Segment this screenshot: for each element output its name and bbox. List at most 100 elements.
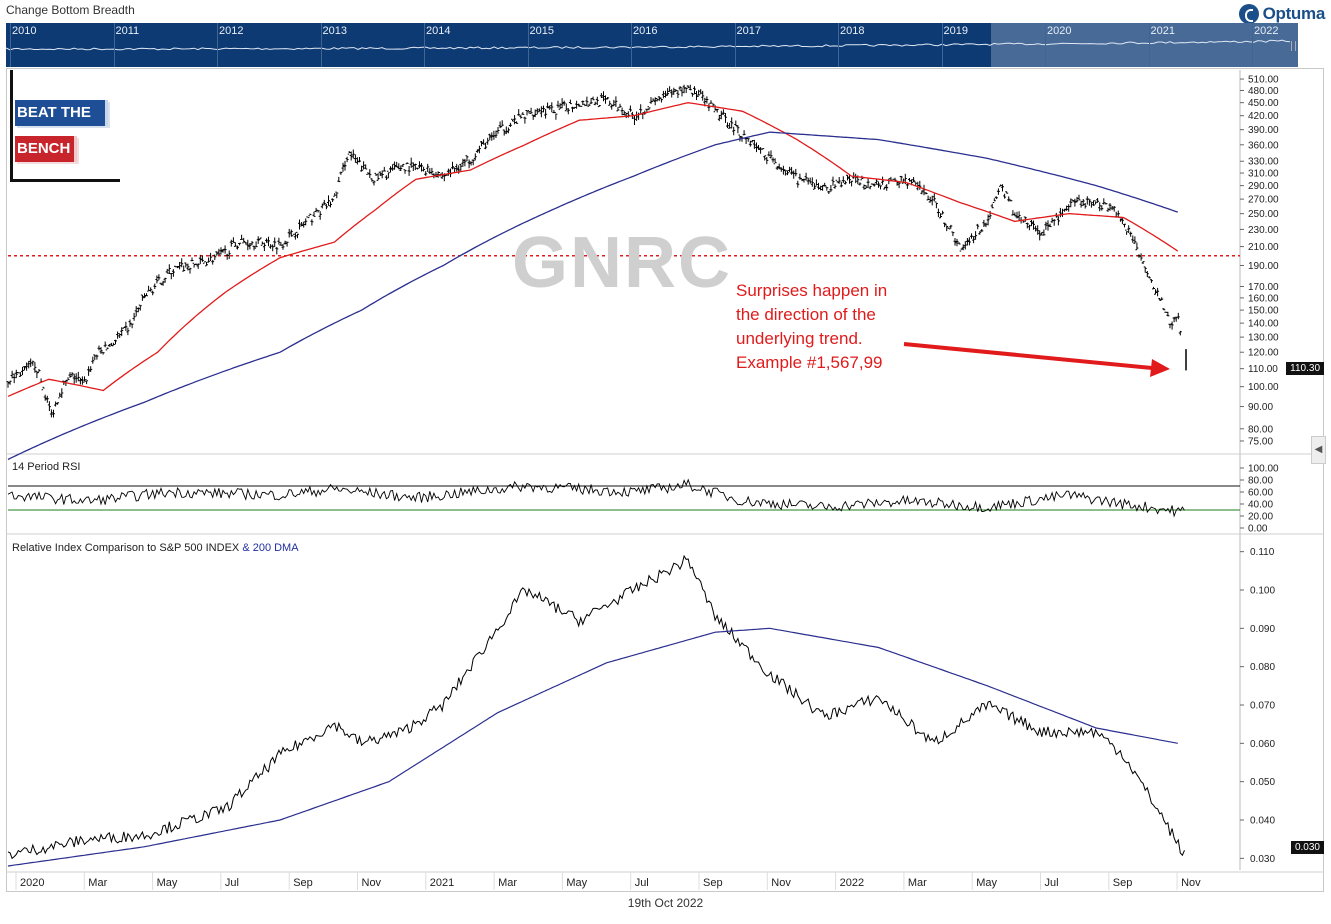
- navigator-year-label[interactable]: 2010: [12, 25, 37, 37]
- x-axis-label: 2020: [20, 877, 44, 889]
- price-tick-label: 450.00: [1248, 98, 1279, 109]
- rsi-tick-label: 80.00: [1248, 476, 1273, 487]
- relative-label-main: Relative Index Comparison to S&P 500 IND…: [12, 542, 240, 554]
- logo-line-2: BENCH: [15, 136, 78, 162]
- price-tick-label: 160.00: [1248, 293, 1279, 304]
- price-tick-label: 290.00: [1248, 181, 1279, 192]
- ohlc-bar-path: [6, 84, 1182, 418]
- navigator-year-label[interactable]: 2017: [736, 25, 761, 37]
- symbol-watermark: GNRC: [512, 223, 732, 303]
- navigator-year-label[interactable]: 2011: [115, 25, 140, 37]
- rsi-tick-label: 60.00: [1248, 488, 1273, 499]
- navigator-year-label[interactable]: 2019: [943, 25, 968, 37]
- navigator-divider: [527, 23, 529, 67]
- price-tick-label: 120.00: [1248, 348, 1279, 359]
- relative-tick-label: 0.100: [1250, 586, 1275, 597]
- beat-the-bench-logo: BEAT THE BENCH: [10, 70, 122, 182]
- price-tick-label: 310.00: [1248, 169, 1279, 180]
- relative-last-value-tag: 0.030: [1290, 841, 1324, 854]
- navigator-year-label[interactable]: 2016: [633, 25, 658, 37]
- navigator-year-label[interactable]: 2021: [1150, 25, 1175, 37]
- navigator-year-label[interactable]: 2018: [840, 25, 865, 37]
- price-tick-label: 390.00: [1248, 125, 1279, 136]
- price-tick-label: 190.00: [1248, 261, 1279, 272]
- x-axis-label: Sep: [293, 877, 313, 889]
- logo-bracket-vertical: [10, 70, 13, 182]
- panel-collapse-button[interactable]: ◀: [1311, 436, 1326, 464]
- x-axis-label: Sep: [703, 877, 723, 889]
- annotation-arrowhead: [1150, 359, 1170, 377]
- rsi-panel-label: 14 Period RSI: [12, 461, 81, 473]
- x-axis-label: 2022: [840, 877, 864, 889]
- navigator-divider: [320, 23, 322, 67]
- x-axis-label: Jul: [1045, 877, 1059, 889]
- x-axis-label: Nov: [1181, 877, 1201, 889]
- price-tick-label: 80.00: [1248, 424, 1273, 435]
- relative-tick-label: 0.030: [1250, 854, 1275, 865]
- x-axis-label: Jul: [225, 877, 239, 889]
- x-axis-label: Nov: [362, 877, 382, 889]
- price-last-value-tag: 110.30: [1286, 362, 1324, 375]
- navigator-year-label[interactable]: 2022: [1254, 25, 1279, 37]
- logo-bracket-horizontal: [10, 179, 120, 182]
- optuma-logo-icon: [1238, 4, 1259, 24]
- navigator-divider: [941, 23, 943, 67]
- navigator-year-label[interactable]: 2020: [1047, 25, 1072, 37]
- price-tick-label: 100.00: [1248, 382, 1279, 393]
- price-tick-label: 140.00: [1248, 319, 1279, 330]
- layout-title: Change Bottom Breadth: [6, 3, 135, 17]
- x-axis-label: Mar: [908, 877, 927, 889]
- navigator-sparkline: [6, 39, 1291, 51]
- relative-tick-label: 0.090: [1250, 624, 1275, 635]
- optuma-logo: Optuma: [1238, 3, 1325, 25]
- rsi-tick-label: 20.00: [1248, 512, 1273, 523]
- relative-tick-label: 0.070: [1250, 701, 1275, 712]
- price-tick-label: 75.00: [1248, 436, 1273, 447]
- price-tick-label: 420.00: [1248, 111, 1279, 122]
- x-axis-label: Sep: [1113, 877, 1133, 889]
- relative-tick-label: 0.080: [1250, 662, 1275, 673]
- price-tick-label: 330.00: [1248, 157, 1279, 168]
- rsi-tick-label: 100.00: [1248, 464, 1279, 475]
- navigator-grip-icon[interactable]: [1291, 41, 1296, 51]
- x-axis-label: Mar: [88, 877, 107, 889]
- navigator-divider: [734, 23, 736, 67]
- rsi-line: [7, 478, 1185, 518]
- ma-50-line: [7, 102, 1179, 397]
- navigator-divider: [838, 23, 839, 67]
- ma-200-line: [7, 131, 1179, 461]
- navigator-divider: [424, 23, 425, 67]
- rsi-tick-label: 40.00: [1248, 500, 1273, 511]
- price-ohlc-bars: [6, 84, 1182, 418]
- logo-line-1: BEAT THE: [15, 100, 108, 126]
- price-tick-label: 90.00: [1248, 402, 1273, 413]
- x-axis-label: 2021: [430, 877, 454, 889]
- price-tick-label: 130.00: [1248, 333, 1279, 344]
- navigator-year-label[interactable]: 2012: [219, 25, 244, 37]
- navigator-divider: [217, 23, 218, 67]
- date-footer: 19th Oct 2022: [627, 896, 704, 910]
- x-axis-label: May: [566, 877, 587, 889]
- navigator-year-label[interactable]: 2014: [426, 25, 451, 37]
- price-tick-label: 110.00: [1248, 364, 1278, 375]
- navigator-year-label[interactable]: 2013: [322, 25, 347, 37]
- annotation-text: Surprises happen in the direction of the…: [736, 281, 888, 372]
- x-axis-label: Mar: [498, 877, 517, 889]
- navigator-divider: [10, 23, 11, 67]
- timeline-navigator[interactable]: 2010 2011 2012 2013 2014 2015 2016 2017 2018 2019…: [6, 23, 1298, 67]
- price-tick-label: 170.00: [1248, 282, 1279, 293]
- chart-frame: [6, 68, 1324, 892]
- price-tick-label: 360.00: [1248, 140, 1279, 151]
- relative-tick-label: 0.060: [1250, 739, 1275, 750]
- price-tick-label: 510.00: [1248, 75, 1279, 86]
- rsi-tick-label: 0.00: [1248, 524, 1268, 535]
- x-axis-label: May: [157, 877, 178, 889]
- price-tick-label: 250.00: [1248, 209, 1279, 220]
- relative-panel-label: Relative Index Comparison to S&P 500 IND…: [12, 542, 299, 554]
- relative-label-dma: & 200 DMA: [242, 542, 299, 554]
- x-axis-label: Nov: [771, 877, 791, 889]
- navigator-divider: [1148, 23, 1150, 67]
- navigator-year-label[interactable]: 2015: [529, 25, 554, 37]
- navigator-divider: [631, 23, 632, 67]
